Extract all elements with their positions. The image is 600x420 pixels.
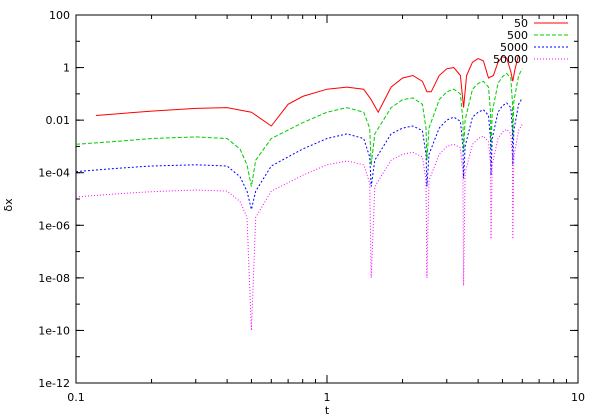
- x-tick-label: 10: [571, 391, 585, 404]
- series-line-50: [95, 54, 520, 127]
- legend-label: 500: [507, 29, 528, 42]
- series-line-500: [75, 68, 523, 187]
- y-tick-label: 1: [63, 62, 70, 75]
- legend-label: 50: [514, 17, 528, 30]
- y-tick-label: 100: [49, 9, 70, 22]
- plot-frame: [75, 14, 579, 384]
- series-line-50000: [75, 123, 523, 331]
- axis-ticks: 0.1 1 10 1e-12 1e-10 1e-08 1e-06 1e-04 0.01 1 100: [38, 9, 585, 404]
- y-tick-label: 1e-06: [38, 219, 70, 232]
- x-axis-label: t: [325, 404, 330, 417]
- legend-label: 50000: [493, 53, 528, 66]
- x-tick-label: 1: [324, 391, 331, 404]
- y-tick-label: 1e-10: [38, 324, 70, 337]
- y-axis-label: δx: [2, 198, 15, 212]
- x-tick-label: 0.1: [67, 391, 85, 404]
- y-tick-label: 0.01: [46, 114, 71, 127]
- legend-label: 5000: [500, 41, 528, 54]
- y-tick-label: 1e-12: [38, 377, 70, 390]
- series-lines: [75, 54, 523, 331]
- series-line-5000: [75, 97, 523, 210]
- y-tick-label: 1e-08: [38, 272, 70, 285]
- y-tick-label: 1e-04: [38, 167, 70, 180]
